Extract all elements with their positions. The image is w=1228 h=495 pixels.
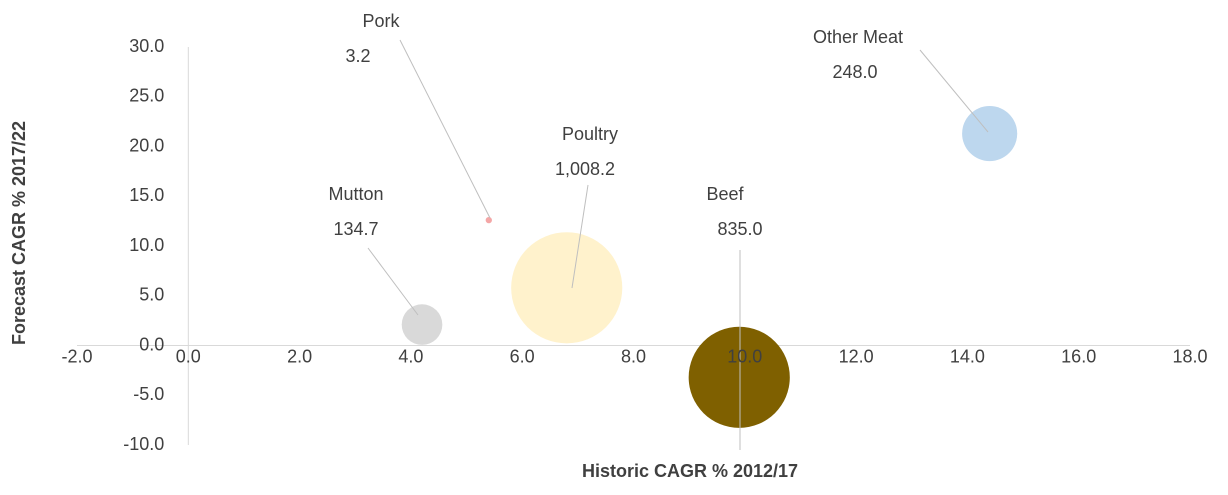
data-label-size: 134.7: [333, 219, 378, 239]
data-label-name: Poultry: [562, 124, 618, 144]
y-tick-label: 15.0: [129, 185, 164, 205]
x-tick-label: 4.0: [398, 346, 423, 366]
data-label-size: 3.2: [345, 46, 370, 66]
x-tick-label: 2.0: [287, 346, 312, 366]
y-tick-label: 5.0: [139, 285, 164, 305]
data-label-name: Beef: [706, 184, 744, 204]
x-tick-label: 18.0: [1172, 346, 1207, 366]
x-tick-label: 6.0: [510, 346, 535, 366]
x-axis-title: Historic CAGR % 2012/17: [582, 461, 798, 481]
x-tick-label: 0.0: [176, 346, 201, 366]
leader-line: [399, 39, 491, 219]
y-axis-title: Forecast CAGR % 2017/22: [9, 121, 29, 345]
x-tick-label: 14.0: [950, 346, 985, 366]
bubble: [485, 216, 492, 224]
bubble: [962, 106, 1018, 162]
bubble: [688, 326, 790, 428]
leader-line: [367, 247, 419, 316]
x-tick-label: 16.0: [1061, 346, 1096, 366]
bubble: [511, 232, 623, 344]
x-tick-label: 10.0: [727, 346, 762, 366]
y-tick-label: 20.0: [129, 135, 164, 155]
leader-line: [919, 49, 989, 133]
data-label-name: Other Meat: [813, 27, 903, 47]
x-tick-label: -2.0: [61, 346, 92, 366]
y-tick-label: 0.0: [139, 334, 164, 354]
data-label-name: Pork: [362, 11, 400, 31]
y-tick-label: 30.0: [129, 36, 164, 56]
data-label-size: 835.0: [717, 219, 762, 239]
data-label-name: Mutton: [328, 184, 383, 204]
y-tick-label: -5.0: [133, 384, 164, 404]
data-label-size: 248.0: [832, 62, 877, 82]
x-tick-label: 8.0: [621, 346, 646, 366]
data-label-size: 1,008.2: [555, 159, 615, 179]
y-tick-label: 25.0: [129, 86, 164, 106]
x-tick-label: 12.0: [839, 346, 874, 366]
bubble: [401, 304, 443, 345]
y-tick-label: 10.0: [129, 235, 164, 255]
leader-line: [571, 184, 589, 289]
y-tick-label: -10.0: [123, 434, 164, 454]
